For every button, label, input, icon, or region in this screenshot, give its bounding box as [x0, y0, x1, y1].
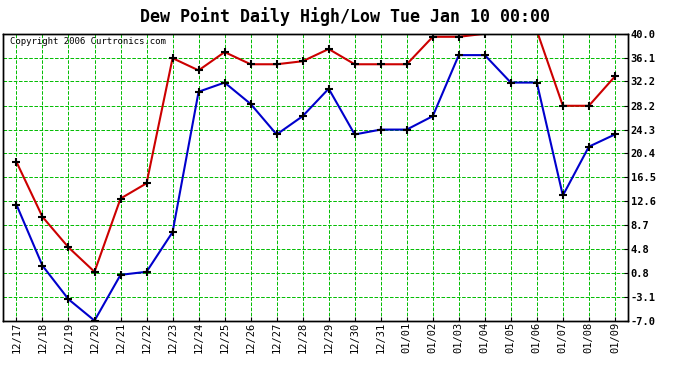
Text: Dew Point Daily High/Low Tue Jan 10 00:00: Dew Point Daily High/Low Tue Jan 10 00:0…: [140, 8, 550, 26]
Text: Copyright 2006 Curtronics.com: Copyright 2006 Curtronics.com: [10, 37, 166, 46]
